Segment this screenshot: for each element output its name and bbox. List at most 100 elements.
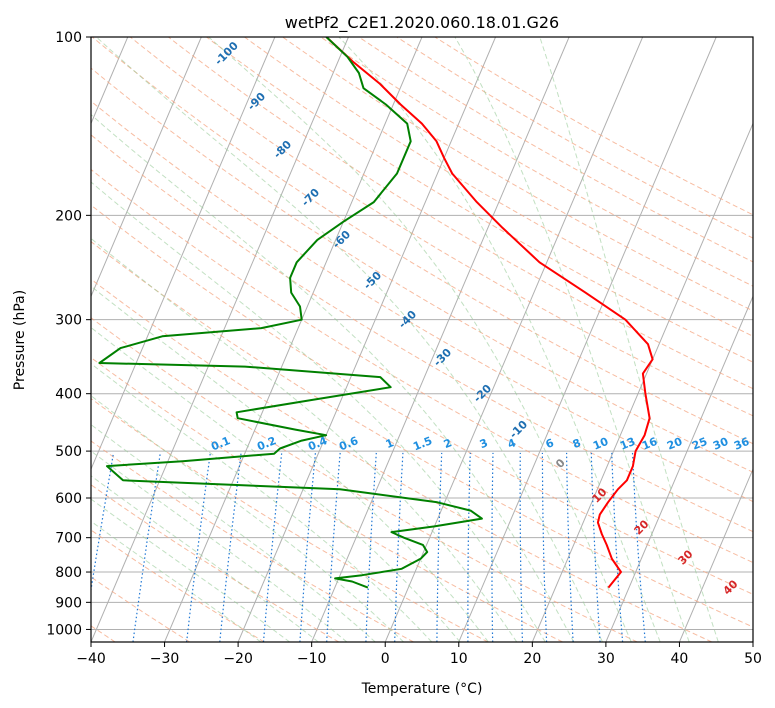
dry-adiabat (91, 204, 753, 595)
mixing-ratio-label: 10 (591, 435, 610, 453)
mixing-ratio-line (491, 452, 494, 642)
x-tick-label: 40 (671, 651, 689, 667)
moist-adiabat (96, 37, 603, 642)
chart-title: wetPf2_C2E1.2020.060.18.01.G26 (285, 13, 559, 33)
mixing-ratio-label: 30 (711, 435, 730, 453)
dry-adiabat-label: -20 (471, 382, 494, 405)
dry-adiabat (91, 37, 753, 445)
mixing-ratio-label: 16 (640, 435, 659, 453)
mixing-ratio-label: 1.5 (411, 434, 434, 453)
moist-adiabat (91, 423, 376, 642)
mixing-ratio-line (467, 452, 471, 642)
moist-adiabat (91, 498, 290, 642)
mixing-ratio-label: 13 (618, 435, 637, 453)
y-tick-label: 300 (55, 313, 82, 329)
moist-adiabat (91, 395, 404, 642)
mixing-ratio-label: 0.6 (337, 434, 360, 453)
y-tick-label: 600 (55, 491, 82, 507)
x-tick-label: −40 (76, 651, 106, 667)
y-axis-label: Pressure (hPa) (12, 290, 28, 390)
moist-adiabat (91, 237, 518, 642)
dry-adiabat (91, 317, 638, 642)
moist-adiabat (91, 520, 262, 642)
isotherm-line (605, 295, 753, 642)
y-tick-label: 400 (55, 387, 82, 403)
x-axis-label: Temperature (°C) (361, 681, 483, 697)
dry-adiabat (244, 37, 753, 337)
moist-adiabat (454, 37, 690, 642)
mixing-ratio-line (326, 452, 341, 642)
x-tick-label: 0 (381, 651, 390, 667)
dry-adiabat-label: 30 (676, 547, 696, 567)
dry-adiabat-label: -100 (212, 39, 241, 68)
dewpoint-profile-line (98, 37, 483, 589)
y-tick-label: 800 (55, 565, 82, 581)
y-tick-label: 900 (55, 595, 82, 611)
isotherm-line (458, 37, 717, 642)
x-tick-label: −30 (150, 651, 180, 667)
dry-adiabat (434, 37, 753, 216)
dry-adiabat (91, 484, 340, 642)
dry-adiabat (91, 100, 753, 503)
isotherm-line (164, 37, 423, 642)
dry-adiabat (91, 168, 753, 564)
mixing-ratio-line (365, 452, 377, 642)
dry-adiabat (282, 37, 753, 312)
mixing-ratio-label: 3 (478, 436, 490, 451)
dry-adiabat (91, 356, 563, 642)
isotherm-line (384, 37, 644, 642)
isotherm-line (91, 37, 276, 471)
moist-adiabat (91, 113, 575, 642)
moist-adiabat (91, 326, 461, 642)
mixing-ratio-label: 20 (665, 435, 684, 453)
x-tick-label: 30 (597, 651, 615, 667)
moist-adiabat (338, 37, 661, 642)
dry-adiabat (358, 37, 753, 263)
dry-adiabat (91, 397, 489, 642)
dry-adiabat-label: -60 (330, 228, 353, 251)
dry-adiabat (91, 241, 753, 628)
mixing-ratio-label: 6 (544, 436, 556, 451)
isotherm-line (91, 37, 202, 298)
dry-adiabat (91, 440, 414, 642)
mixing-ratio-label: 1 (384, 436, 396, 451)
mixing-ratio-line (436, 452, 443, 642)
mixing-ratio-label: 8 (571, 436, 583, 451)
dry-adiabat (91, 134, 753, 533)
mixing-ratio-label: 0.1 (209, 434, 232, 453)
moist-adiabat (91, 285, 489, 642)
dry-adiabat (320, 37, 753, 287)
mixing-ratio-label: 2 (442, 436, 454, 451)
y-tick-label: 1000 (46, 622, 82, 638)
moist-adiabat (91, 362, 433, 642)
plot-frame (90, 36, 754, 643)
mixing-ratio-line (611, 452, 624, 642)
dry-adiabat (91, 576, 190, 642)
dry-adiabat-label: -90 (245, 90, 268, 113)
mixing-ratio-line (590, 452, 601, 642)
isotherm-line (237, 37, 497, 642)
mixing-ratio-line (631, 452, 646, 642)
dry-adiabat-label: -80 (271, 138, 294, 161)
x-tick-label: 50 (744, 651, 762, 667)
dry-adiabat-label: -70 (299, 186, 322, 209)
y-tick-label: 700 (55, 531, 82, 547)
isotherm-line (531, 122, 753, 642)
isotherm-line (678, 467, 753, 642)
dry-adiabat-label: -30 (431, 346, 454, 369)
x-tick-label: 10 (450, 651, 468, 667)
x-tick-label: 20 (523, 651, 541, 667)
mixing-ratio-line (299, 452, 316, 642)
y-tick-label: 500 (55, 444, 82, 460)
mixing-ratio-line (186, 452, 211, 642)
x-tick-label: −20 (223, 651, 253, 667)
moist-adiabat (91, 475, 319, 642)
y-tick-label: 200 (55, 208, 82, 224)
mixing-ratio-label: 0.4 (306, 434, 329, 453)
mixing-ratio-label: 25 (690, 435, 709, 453)
dry-adiabat (91, 278, 713, 642)
mixing-ratio-line (394, 452, 404, 642)
temperature-profile-line (325, 37, 654, 589)
